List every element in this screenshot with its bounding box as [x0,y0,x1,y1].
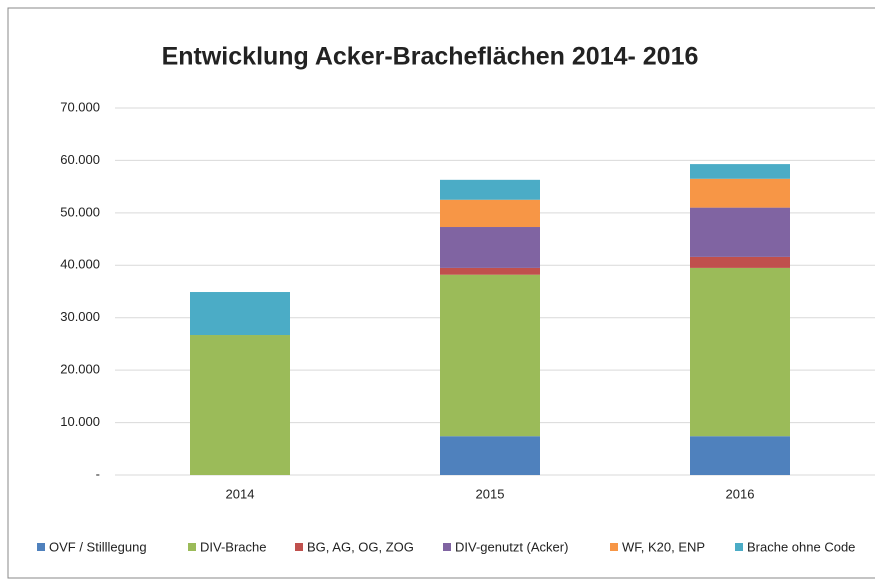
y-tick-label: 70.000 [60,99,100,114]
legend-swatch [188,543,196,551]
legend-swatch [735,543,743,551]
legend-swatch [295,543,303,551]
x-tick-label: 2016 [726,486,755,501]
bar-segment [440,274,540,437]
legend-swatch [443,543,451,551]
bar-segment [440,199,540,228]
legend-swatch [37,543,45,551]
bar-segment [440,436,540,475]
x-tick-label: 2014 [226,486,255,501]
x-tick-label: 2015 [476,486,505,501]
bar-segment [440,179,540,200]
bar-segment [190,292,290,336]
legend-label: BG, AG, OG, ZOG [307,539,414,554]
bar-segment [690,256,790,268]
legend-swatch [610,543,618,551]
bar-segment [690,207,790,257]
legend-label: DIV-Brache [200,539,266,554]
legend-label: DIV-genutzt (Acker) [455,539,568,554]
legend-label: WF, K20, ENP [622,539,705,554]
bar-segment [440,227,540,268]
bar-segment [190,335,290,475]
y-tick-label: 30.000 [60,309,100,324]
y-tick-label: 50.000 [60,204,100,219]
bar-segment [690,267,790,437]
bar-segment [690,178,790,208]
legend-label: OVF / Stilllegung [49,539,147,554]
y-tick-label: 60.000 [60,152,100,167]
y-tick-label: - [96,466,100,481]
legend-label: Brache ohne Code [747,539,855,554]
y-tick-label: 20.000 [60,362,100,377]
bar-segment [690,436,790,475]
y-tick-label: 40.000 [60,257,100,272]
y-tick-label: 10.000 [60,414,100,429]
bar-segment [690,164,790,179]
bar-segment [440,267,540,275]
chart-title: Entwicklung Acker-Bracheflächen 2014- 20… [162,43,699,71]
